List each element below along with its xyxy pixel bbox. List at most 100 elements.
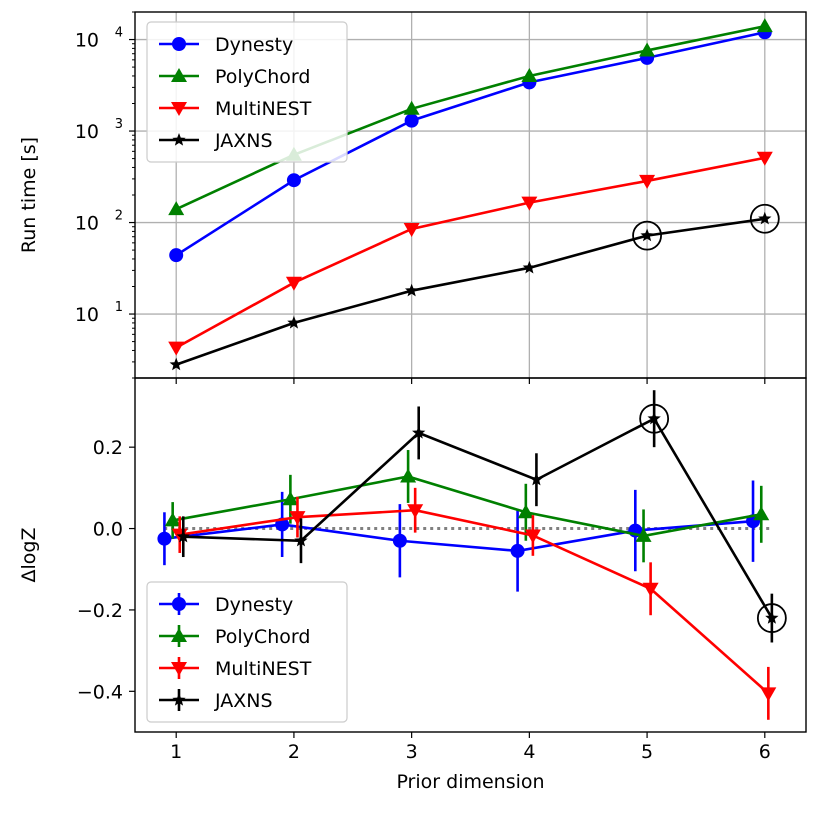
y-tick-label: 10 xyxy=(75,30,99,52)
series-line xyxy=(175,31,766,257)
y-axis-label: ΔlogZ xyxy=(18,528,40,583)
y-tick-label-exponent: 3 xyxy=(115,117,123,132)
data-point xyxy=(529,472,544,486)
data-point xyxy=(510,543,525,558)
legend-label: Dynesty xyxy=(215,594,293,616)
axes-frame xyxy=(134,377,807,733)
logz-panel: 1 2 3 4 5 6 0.2 0.0 −0.2 −0.4 ΔlogZ Prior dimension… xyxy=(18,377,807,793)
data-point xyxy=(392,533,407,548)
data-point xyxy=(289,511,306,526)
data-point xyxy=(524,529,541,544)
data-point xyxy=(635,527,652,542)
data-point xyxy=(286,173,301,188)
data-point xyxy=(642,582,659,597)
series-multinest xyxy=(171,487,777,720)
x-tick-label: 4 xyxy=(523,741,535,763)
y-tick-label: −0.4 xyxy=(77,681,123,703)
legend-label: MultiNEST xyxy=(215,98,312,120)
legend-label: PolyChord xyxy=(215,626,310,648)
legend-box xyxy=(146,21,348,163)
data-point xyxy=(287,315,301,329)
data-point xyxy=(407,504,424,519)
legend-label: MultiNEST xyxy=(215,658,312,680)
legend-marker xyxy=(172,133,186,146)
y-tick-label: 0.0 xyxy=(93,519,123,541)
legend-label: Dynesty xyxy=(215,34,293,56)
y-tick-label: 10 xyxy=(75,121,99,143)
highlight-circle xyxy=(749,203,780,234)
legend-item-polychord: PolyChord xyxy=(159,66,310,88)
legend-marker xyxy=(172,597,186,611)
legend-item-dynesty: Dynesty xyxy=(159,34,293,56)
legend-item-multinest: MultiNEST xyxy=(159,98,312,120)
data-point xyxy=(404,113,419,128)
legend-marker xyxy=(171,102,187,116)
x-tick-label: 2 xyxy=(288,741,300,763)
data-point xyxy=(164,512,181,527)
y-tick-label: 10 xyxy=(75,304,99,326)
series-line xyxy=(164,519,754,553)
legend-marker xyxy=(171,662,187,676)
highlight-circle xyxy=(639,403,670,434)
data-point xyxy=(753,506,770,521)
data-point xyxy=(521,67,538,82)
data-point xyxy=(517,504,534,519)
series-dynesty xyxy=(157,480,761,592)
data-point xyxy=(285,276,302,291)
y-tick-label-exponent: 1 xyxy=(115,300,123,315)
legend-box xyxy=(146,581,348,723)
data-point xyxy=(412,425,426,439)
y-tick-label: 10 xyxy=(75,213,99,235)
data-point xyxy=(403,223,420,238)
data-point xyxy=(640,228,654,242)
legend-item-multinest: MultiNEST xyxy=(159,657,312,680)
legend: Dynesty PolyChord MultiNEST JAXNS xyxy=(146,581,348,723)
legend-label: JAXNS xyxy=(214,690,273,712)
legend-item-jaxns: JAXNS xyxy=(159,130,273,152)
data-point xyxy=(403,100,420,115)
y-tick-label: −0.2 xyxy=(77,600,123,622)
legend: Dynesty PolyChord MultiNEST JAXNS xyxy=(146,21,348,163)
series-multinest xyxy=(168,151,773,356)
legend-marker xyxy=(172,693,186,706)
data-point xyxy=(400,468,417,483)
data-point xyxy=(521,196,538,211)
legend-label: PolyChord xyxy=(215,66,310,88)
data-point xyxy=(760,687,777,702)
series-line xyxy=(175,24,766,211)
series-polychord xyxy=(164,450,770,563)
data-point xyxy=(404,283,419,297)
y-tick-label: 0.2 xyxy=(93,437,123,459)
series-line xyxy=(183,416,773,619)
series-line xyxy=(172,475,762,538)
x-tick-label: 1 xyxy=(170,741,182,763)
data-point xyxy=(169,248,184,263)
legend-item-jaxns: JAXNS xyxy=(159,689,273,712)
data-point xyxy=(647,411,661,425)
data-point xyxy=(168,201,185,216)
data-point xyxy=(294,533,308,547)
highlight-circle xyxy=(632,220,662,251)
data-point xyxy=(282,491,299,506)
legend-item-dynesty: Dynesty xyxy=(159,593,293,616)
legend-marker xyxy=(172,37,186,51)
legend-item-polychord: PolyChord xyxy=(159,625,310,648)
data-point xyxy=(176,529,190,543)
series-line xyxy=(179,508,770,695)
series-line xyxy=(175,217,765,366)
runtime-panel: 10 1 10 2 10 3 10 4 Run time [s] Dynesty PolyChord… xyxy=(18,11,807,384)
data-point xyxy=(758,211,772,225)
legend-label: JAXNS xyxy=(214,130,273,152)
x-tick-label: 5 xyxy=(641,741,653,763)
series-jaxns xyxy=(169,211,772,371)
data-point xyxy=(639,174,656,189)
data-point xyxy=(157,531,172,546)
data-point xyxy=(756,18,773,33)
y-axis-label: Run time [s] xyxy=(18,137,40,253)
series-jaxns xyxy=(176,390,779,643)
legend-marker xyxy=(171,628,187,642)
y-tick-label-exponent: 4 xyxy=(115,26,123,41)
highlight-circle xyxy=(756,603,787,633)
